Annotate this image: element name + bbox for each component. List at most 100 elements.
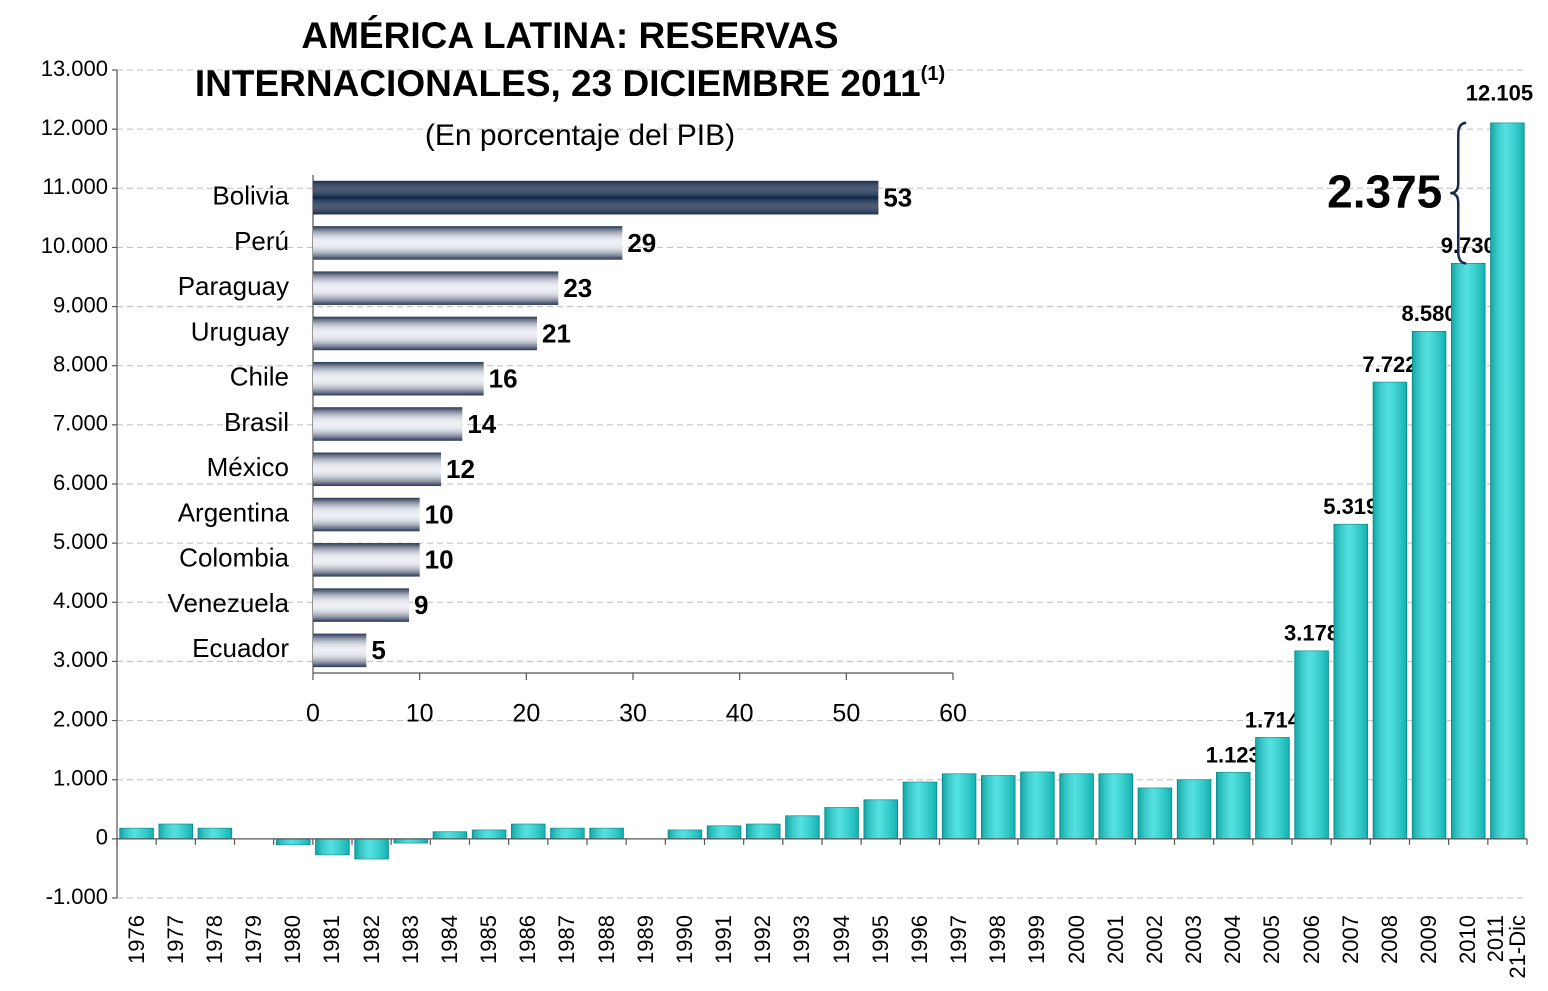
y-tick-label: 13.000 [41, 56, 108, 81]
bar-shade [824, 807, 859, 839]
x-tick-label: 2005 [1259, 915, 1285, 964]
inset-bar-shade [313, 361, 484, 396]
title-note: (1) [920, 63, 946, 85]
annotation-brace [1450, 121, 1467, 265]
x-tick-label: 2007 [1337, 915, 1363, 964]
y-tick-label: 12.000 [41, 115, 108, 140]
x-tick-label: 2010 [1455, 915, 1481, 964]
inset-bar-shade [313, 226, 623, 260]
x-tick-label: 1994 [828, 915, 854, 964]
x-tick-label: 1979 [241, 915, 267, 964]
bar-shade [550, 828, 585, 839]
inset-data-label: 23 [563, 273, 592, 303]
inset-data-label: 5 [371, 635, 385, 665]
x-tick-label: 1998 [985, 915, 1011, 964]
data-label: 7.722 [1362, 352, 1417, 377]
inset-data-label: 9 [414, 590, 428, 620]
bar-shade [1020, 772, 1055, 839]
data-label: 3.178 [1284, 621, 1339, 646]
bar-shade [511, 824, 546, 839]
bar-shade [315, 838, 350, 855]
bar-shade [1059, 773, 1094, 839]
inset-bar-shade [313, 497, 420, 532]
bar-shade [198, 828, 232, 839]
bar-shade [1294, 650, 1329, 839]
bar-shade [158, 824, 193, 839]
x-tick-label: 1977 [162, 915, 188, 964]
inset-x-tick-label: 50 [832, 700, 860, 728]
inset-category-label: Argentina [178, 497, 290, 527]
bar-shade [746, 824, 781, 839]
x-tick-label: 1976 [123, 915, 149, 964]
x-tick-label: 1984 [436, 915, 462, 964]
x-tick-label: 1985 [476, 915, 502, 964]
x-tick-label: 1990 [671, 915, 697, 964]
inset-category-label: Ecuador [192, 633, 289, 663]
bar-shade [1333, 524, 1368, 839]
data-label: 9.730 [1441, 233, 1496, 258]
bar-shade [589, 828, 624, 839]
annotation: 2.375 [1327, 165, 1442, 217]
x-tick-label: 2000 [1063, 915, 1089, 964]
bar-shade [472, 829, 506, 839]
y-tick-label: 10.000 [41, 233, 108, 258]
bar-shade [1138, 787, 1172, 839]
bar-shade [785, 815, 820, 839]
inset-x-tick-label: 0 [306, 700, 320, 728]
inset-data-label: 16 [489, 364, 518, 394]
inset-bar-shade [313, 633, 367, 668]
x-tick-label: 2001 [1102, 915, 1128, 964]
x-tick-label: 1988 [593, 915, 619, 964]
bar-shade [1451, 263, 1486, 839]
x-tick-label: 1992 [750, 915, 776, 964]
chart-title: AMÉRICA LATINA: RESERVAS INTERNACIONALES… [194, 15, 921, 104]
bar-shade [668, 829, 702, 839]
inset-bar-shade [313, 316, 537, 351]
inset-category-label: Paraguay [178, 271, 289, 301]
x-tick-label: 1986 [515, 915, 541, 964]
inset-bar-shade [313, 543, 420, 577]
y-tick-label: 9.000 [53, 292, 108, 317]
x-tick-label: 1996 [906, 915, 932, 964]
inset-data-label: 53 [883, 183, 912, 213]
inset-category-label: México [207, 452, 289, 482]
y-tick-label: 2.000 [53, 706, 108, 731]
x-tick-label: 2009 [1416, 915, 1442, 964]
inset-data-label: 10 [425, 545, 454, 575]
x-tick-label: 1997 [946, 915, 972, 964]
inset-data-label: 12 [446, 454, 475, 484]
data-label: 5.319 [1323, 494, 1378, 519]
data-label: 12.105 [1466, 81, 1533, 106]
x-tick-label: 2008 [1376, 915, 1402, 964]
bar-shade [1412, 331, 1446, 839]
y-tick-label: 11.000 [42, 174, 108, 199]
inset-category-label: Chile [230, 362, 289, 392]
bar-shade [981, 775, 1016, 839]
inset-category-label: Brasil [224, 407, 289, 437]
data-label: 8.580 [1402, 301, 1457, 326]
inset-data-label: 10 [425, 499, 454, 529]
y-tick-label: 3.000 [53, 647, 108, 672]
x-tick-label: 1983 [397, 915, 423, 964]
x-tick-label: 2002 [1141, 915, 1167, 964]
bar-shade [1490, 122, 1525, 839]
y-tick-label: 0 [96, 825, 108, 850]
inset-category-label: Perú [234, 226, 289, 256]
x-tick-label: 1995 [867, 915, 893, 964]
x-tick-label: 1993 [789, 915, 815, 964]
inset-x-tick-label: 60 [939, 700, 967, 728]
y-tick-label: -1.000 [46, 884, 108, 909]
data-label: 1.714 [1245, 707, 1301, 732]
y-tick-label: 4.000 [53, 588, 108, 613]
inset-x-tick-label: 20 [512, 700, 540, 728]
bar-shade [1177, 779, 1211, 839]
x-tick-label: 1991 [711, 915, 737, 964]
inset-x-tick-label: 30 [619, 700, 647, 728]
x-tick-label: 1987 [554, 915, 580, 964]
y-tick-label: 7.000 [53, 411, 108, 436]
x-tick-label: 1989 [632, 915, 658, 964]
x-tick-label: 2004 [1220, 915, 1246, 964]
inset-x-tick-label: 10 [406, 700, 434, 728]
inset-bar-shade [313, 271, 559, 305]
